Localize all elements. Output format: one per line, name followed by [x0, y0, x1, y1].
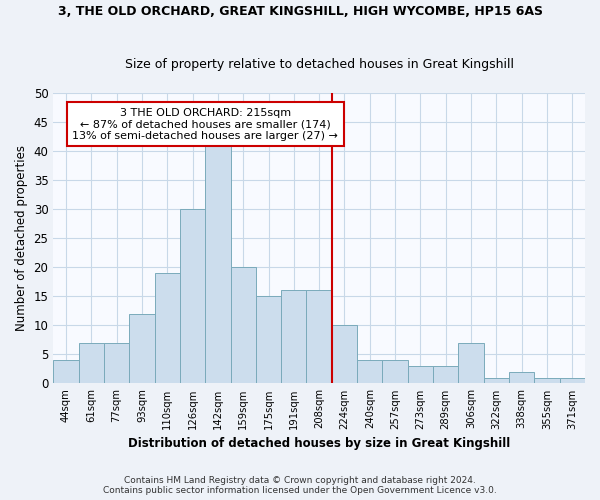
Bar	[484, 378, 509, 384]
Bar	[180, 209, 205, 384]
Text: 3 THE OLD ORCHARD: 215sqm
← 87% of detached houses are smaller (174)
13% of semi: 3 THE OLD ORCHARD: 215sqm ← 87% of detac…	[72, 108, 338, 140]
Y-axis label: Number of detached properties: Number of detached properties	[15, 145, 28, 331]
Bar	[205, 140, 230, 384]
Bar	[104, 343, 129, 384]
Bar	[129, 314, 155, 384]
Title: Size of property relative to detached houses in Great Kingshill: Size of property relative to detached ho…	[125, 58, 514, 71]
Bar	[332, 326, 357, 384]
Bar	[560, 378, 585, 384]
Bar	[79, 343, 104, 384]
Bar	[230, 268, 256, 384]
Bar	[357, 360, 382, 384]
Bar	[408, 366, 433, 384]
Bar	[307, 290, 332, 384]
Bar	[433, 366, 458, 384]
X-axis label: Distribution of detached houses by size in Great Kingshill: Distribution of detached houses by size …	[128, 437, 510, 450]
Bar	[382, 360, 408, 384]
Bar	[155, 273, 180, 384]
Text: 3, THE OLD ORCHARD, GREAT KINGSHILL, HIGH WYCOMBE, HP15 6AS: 3, THE OLD ORCHARD, GREAT KINGSHILL, HIG…	[58, 5, 542, 18]
Bar	[256, 296, 281, 384]
Bar	[53, 360, 79, 384]
Bar	[458, 343, 484, 384]
Text: Contains HM Land Registry data © Crown copyright and database right 2024.
Contai: Contains HM Land Registry data © Crown c…	[103, 476, 497, 495]
Bar	[281, 290, 307, 384]
Bar	[509, 372, 535, 384]
Bar	[535, 378, 560, 384]
